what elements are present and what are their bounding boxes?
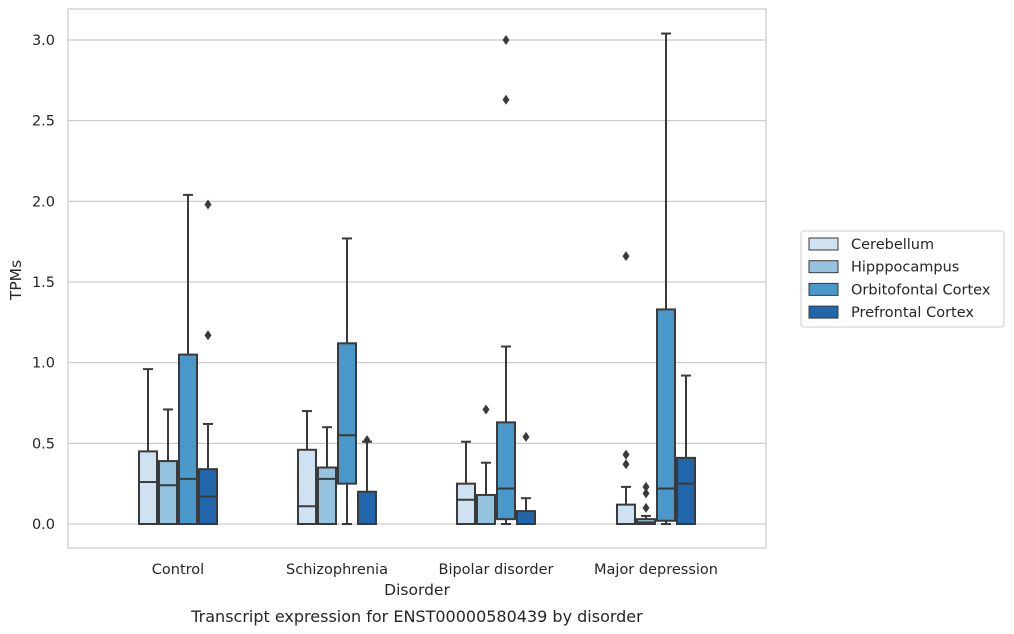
outlier-point	[622, 251, 630, 262]
box-0-2	[178, 193, 198, 525]
box-1-3	[357, 435, 377, 526]
outlier-point	[642, 481, 650, 492]
y-tick-label: 1.5	[32, 275, 55, 291]
x-tick-label: Bipolar disorder	[439, 562, 554, 578]
box-iqr	[158, 460, 178, 525]
box-iqr	[496, 421, 516, 521]
x-tick-labels: Control Schizophrenia Bipolar disorder Majo…	[152, 562, 718, 578]
y-tick-label: 0.5	[32, 436, 55, 452]
y-tick-labels: 0.0 0.5 1.0 1.5 2.0 2.5 3.0	[32, 33, 55, 533]
box-iqr	[297, 448, 317, 525]
box-iqr	[616, 503, 636, 526]
outlier-point	[502, 35, 510, 45]
y-tick-label: 1.0	[32, 356, 55, 372]
legend-label: Prefrontal Cortex	[851, 305, 974, 321]
box-iqr	[317, 466, 337, 525]
outlier-point	[642, 488, 650, 499]
x-tick-label: Major depression	[594, 562, 718, 578]
outlier-point	[502, 94, 510, 105]
box-2-2	[496, 35, 516, 525]
box-0-1	[158, 408, 178, 525]
outlier-point	[642, 502, 650, 513]
box-2-1	[476, 404, 496, 525]
box-2-3	[516, 431, 536, 525]
box-iqr	[337, 342, 357, 485]
box-iqr	[676, 456, 696, 525]
legend-swatch	[808, 305, 839, 319]
box-iqr	[516, 510, 536, 525]
box-3-3	[676, 374, 696, 525]
outlier-point	[204, 199, 212, 210]
outlier-point	[482, 404, 490, 415]
outlier-point	[622, 459, 630, 470]
box-iqr	[138, 450, 158, 525]
legend-items: Cerebellum Hipppocampus Orbitofontal Corte…	[808, 237, 991, 321]
box-iqr	[178, 353, 198, 525]
box-0-3	[198, 199, 218, 525]
chart-caption: Transcript expression for ENST0000058043…	[190, 607, 643, 626]
box-iqr	[456, 482, 476, 525]
box-1-2	[337, 237, 357, 525]
box-plots	[138, 32, 696, 526]
outlier-point	[522, 431, 530, 442]
legend-label: Hipppocampus	[851, 260, 959, 276]
outlier-point	[622, 449, 630, 460]
x-tick-label: Schizophrenia	[286, 562, 388, 578]
legend-swatch	[808, 237, 839, 251]
legend-label: Cerebellum	[851, 237, 934, 253]
y-tick-label: 2.0	[32, 194, 55, 210]
outlier-point	[204, 330, 212, 341]
legend-swatch	[808, 260, 839, 274]
box-1-0	[297, 410, 317, 525]
y-axis-title: TPMs	[7, 260, 25, 301]
box-3-0	[616, 251, 636, 526]
y-tick-label: 0.0	[32, 517, 55, 533]
legend: Cerebellum Hipppocampus Orbitofontal Corte…	[800, 230, 1005, 328]
box-3-1	[636, 481, 656, 525]
x-axis-title: Disorder	[384, 581, 450, 599]
y-tick-label: 3.0	[32, 33, 55, 49]
box-0-0	[138, 368, 158, 525]
box-3-2	[656, 32, 676, 525]
outlier-point	[363, 435, 371, 446]
legend-swatch	[808, 282, 839, 296]
legend-frame	[800, 230, 1005, 328]
box-iqr	[656, 308, 676, 522]
box-1-1	[317, 426, 337, 525]
box-iqr	[476, 493, 496, 525]
x-tick-label: Control	[152, 562, 204, 578]
legend-label: Orbitofontal Cortex	[851, 282, 991, 298]
box-iqr	[357, 490, 377, 526]
plot-frame	[67, 8, 767, 549]
y-tick-label: 2.5	[32, 114, 55, 130]
box-2-0	[456, 440, 476, 525]
